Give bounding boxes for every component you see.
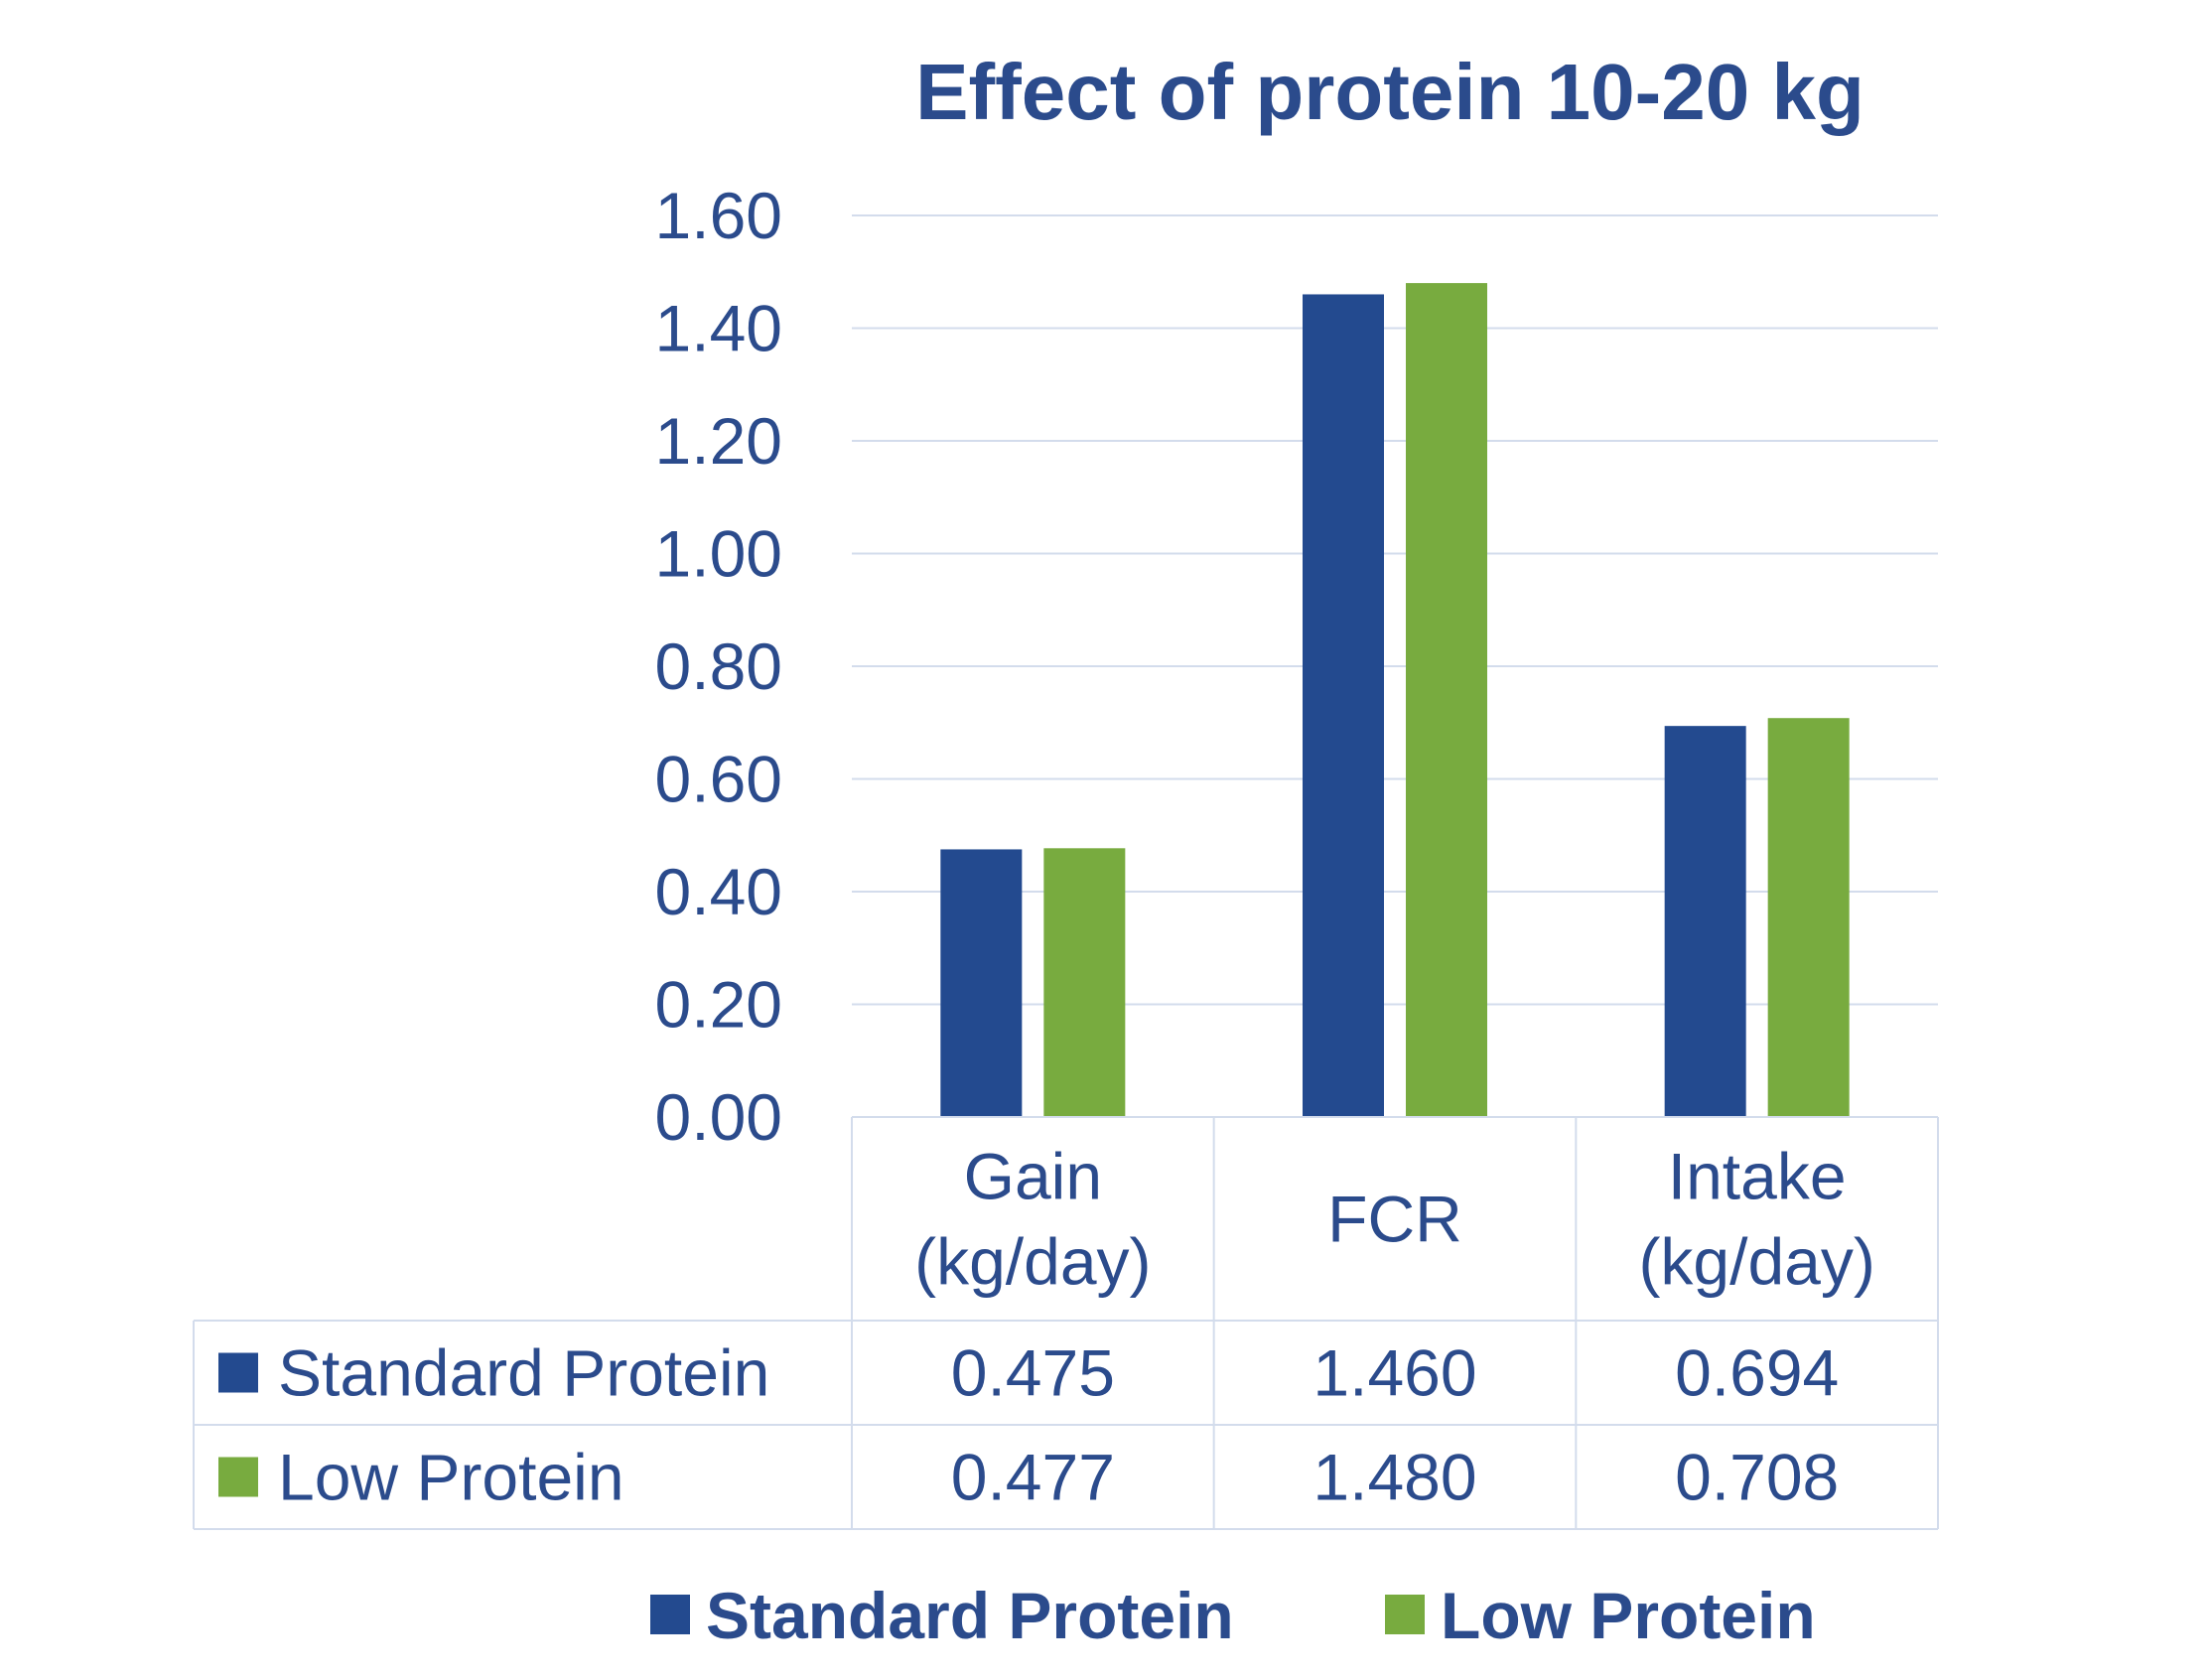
- bar: [1406, 283, 1487, 1118]
- legend: Standard Protein Low Protein: [650, 1579, 1816, 1652]
- category-label: (kg/day): [914, 1225, 1151, 1299]
- bar: [1767, 718, 1850, 1117]
- gridlines: [852, 214, 1938, 1006]
- category-label: Intake: [1668, 1140, 1847, 1213]
- y-tick-label: 0.20: [655, 968, 782, 1042]
- y-tick-label: 0.40: [655, 855, 782, 928]
- table-series-swatch: [218, 1457, 258, 1497]
- y-axis: 0.00 0.20 0.40 0.60 0.80 1.00 1.20 1.40 1.60: [655, 179, 782, 1154]
- legend-label: Low Protein: [1441, 1579, 1816, 1652]
- y-tick-label: 1.40: [655, 292, 782, 365]
- y-tick-label: 0.80: [655, 630, 782, 703]
- legend-swatch: [650, 1595, 690, 1634]
- data-table: Gain (kg/day) FCR Intake (kg/day) Standard Pr…: [193, 1116, 1939, 1530]
- y-tick-label: 1.60: [655, 179, 782, 252]
- bar: [1303, 294, 1384, 1117]
- legend-label: Standard Protein: [706, 1579, 1234, 1652]
- table-value: 0.477: [951, 1441, 1115, 1514]
- table-value: 0.475: [951, 1336, 1115, 1410]
- bar: [1664, 726, 1746, 1117]
- category-label: (kg/day): [1638, 1225, 1874, 1299]
- legend-swatch: [1385, 1595, 1425, 1634]
- bars: [940, 283, 1850, 1118]
- y-tick-label: 1.00: [655, 517, 782, 591]
- bar: [1043, 848, 1126, 1117]
- y-tick-label: 0.60: [655, 743, 782, 816]
- table-series-swatch: [218, 1352, 258, 1393]
- category-label: FCR: [1327, 1183, 1462, 1256]
- y-tick-label: 0.00: [655, 1080, 782, 1154]
- table-value: 0.694: [1675, 1336, 1839, 1410]
- bar: [940, 849, 1023, 1117]
- table-series-name: Standard Protein: [278, 1336, 769, 1410]
- category-label: Gain: [964, 1140, 1102, 1213]
- table-value: 1.480: [1312, 1441, 1476, 1514]
- table-value: 1.460: [1312, 1336, 1476, 1410]
- table-value: 0.708: [1675, 1441, 1839, 1514]
- table-series-name: Low Protein: [278, 1441, 624, 1514]
- y-tick-label: 1.20: [655, 404, 782, 478]
- chart-title: Effect of protein 10-20 kg: [915, 48, 1865, 136]
